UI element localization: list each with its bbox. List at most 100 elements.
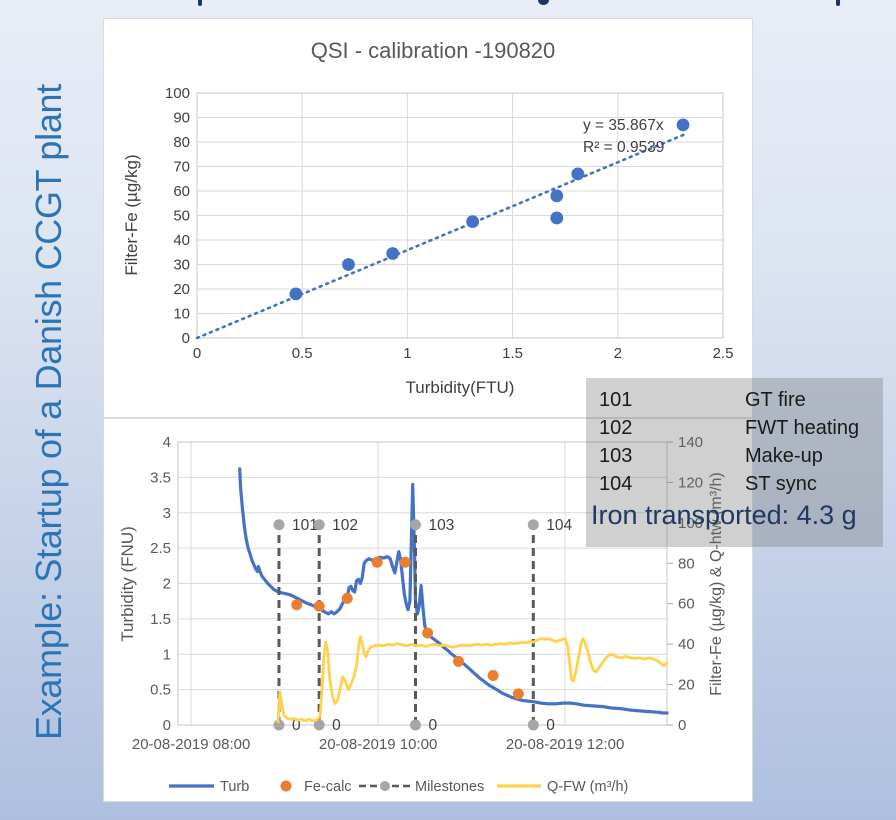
- qfw-line: [276, 635, 669, 724]
- y-tick-label: 90: [173, 110, 190, 127]
- slide-vertical-title: Example: Startup of a Danish CCGT plant: [28, 84, 69, 740]
- legend-milestones-label: Milestones: [415, 779, 484, 795]
- left-tick-label: 2.5: [150, 540, 171, 557]
- left-tick-label: 4: [163, 434, 171, 451]
- x-tick-label: 2: [614, 345, 622, 362]
- y-tick-label: 80: [173, 134, 190, 151]
- fe-calc-point: [512, 688, 524, 700]
- y-tick-label: 70: [173, 159, 190, 176]
- milestone-zero-label: 0: [332, 717, 341, 734]
- fe-calc-point: [452, 655, 464, 667]
- fe-calc-point: [341, 592, 353, 604]
- x-axis-title: Turbidity(FTU): [406, 378, 515, 397]
- x-tick-label: 1.5: [502, 345, 523, 362]
- milestone-label: FWT heating: [745, 417, 860, 439]
- left-tick-label: 1.5: [150, 611, 171, 628]
- milestone-row: 104 ST sync: [586, 470, 883, 498]
- y-axis-title: Filter-Fe (µg/kg): [122, 154, 141, 275]
- y-tick-label: 50: [173, 208, 190, 225]
- y-tick-label: 40: [173, 232, 190, 249]
- fe-calc-point: [399, 556, 411, 568]
- scatter-point: [466, 215, 480, 229]
- startup-timeseries-chart: 00.511.522.533.5402040608010012014020-08…: [118, 434, 725, 795]
- milestone-label: GT fire: [745, 389, 806, 411]
- scatter-point: [386, 247, 400, 260]
- calibration-chart-panel: 0 10 20 30 40 50 60 70 80 90 100 0 0.5 1 1.5 2 2.5 y = 35…: [103, 18, 753, 418]
- left-tick-label: 0: [163, 717, 171, 734]
- milestone-label: 104: [546, 517, 572, 534]
- milestone-dot: [527, 519, 539, 531]
- clipped-heading-fragment: [198, 0, 202, 6]
- fe-calc-point: [371, 556, 383, 568]
- legend-turb-label: Turb: [220, 779, 249, 795]
- fe-calc-point: [313, 600, 325, 612]
- left-tick-label: 2: [163, 576, 171, 593]
- milestone-id: 103: [599, 445, 633, 467]
- scatter-point: [550, 211, 564, 225]
- milestone-dot: [273, 519, 285, 531]
- y-tick-label: 30: [173, 257, 190, 274]
- turb-line: [238, 467, 669, 715]
- scatter-point: [289, 287, 303, 301]
- left-tick-label: 3: [163, 505, 171, 522]
- milestone-zero-label: 0: [292, 717, 301, 734]
- milestone-zero-label: 0: [546, 717, 555, 734]
- clipped-heading-fragment: [538, 0, 549, 5]
- milestone-row: 102 FWT heating: [586, 414, 883, 442]
- right-tick-label: 140: [678, 434, 703, 451]
- fe-calc-point: [291, 599, 303, 611]
- right-tick-label: 120: [678, 474, 703, 491]
- milestone-label: 101: [292, 517, 318, 534]
- milestone-dot: [313, 719, 325, 731]
- y-tick-label: 20: [173, 281, 190, 298]
- milestones-callout: 101 GT fire 102 FWT heating 103 Make-up …: [586, 378, 883, 547]
- x-tick-label: 20-08-2019 12:00: [506, 736, 624, 753]
- legend-milestones-dot: [380, 781, 390, 791]
- y-tick-label: 60: [173, 183, 190, 200]
- legend-fe-swatch: [280, 780, 292, 792]
- x-tick-label: 0: [193, 345, 201, 362]
- milestone-id: 102: [599, 417, 633, 439]
- milestone-label: 103: [428, 517, 454, 534]
- trendline: [195, 131, 689, 340]
- milestone-id: 101: [599, 389, 633, 411]
- left-axis-title: Turbidity (FNU): [118, 526, 137, 642]
- right-tick-label: 100: [678, 515, 703, 532]
- milestone-label: 102: [332, 517, 358, 534]
- right-tick-label: 40: [678, 636, 695, 653]
- milestone-row: 103 Make-up: [586, 442, 883, 470]
- x-tick-label: 2.5: [713, 345, 734, 362]
- iron-transported-text: Iron transported: 4.3 g: [591, 500, 857, 530]
- milestone-dot: [409, 719, 421, 731]
- plot-border: [177, 441, 668, 726]
- scatter-point: [342, 258, 355, 271]
- plot-border: [196, 92, 724, 339]
- scatter-point: [550, 189, 564, 203]
- milestone-id: 104: [599, 473, 633, 495]
- milestone-label: ST sync: [745, 473, 817, 495]
- scatter-point: [676, 118, 690, 132]
- chart-title: QSI - calibration -190820: [311, 38, 556, 63]
- y-tick-label: 100: [165, 85, 190, 102]
- milestone-dot: [313, 519, 325, 531]
- right-axis-title: Filter-Fe (µg/kg) & Q-htw (m³/h): [708, 472, 725, 695]
- x-tick-label: 20-08-2019 08:00: [132, 736, 250, 753]
- legend-fe-label: Fe-calc: [304, 779, 352, 795]
- x-tick-label: 0.5: [292, 345, 313, 362]
- fe-calc-point: [487, 669, 499, 681]
- startup-timeseries-panel: 0 0.5 1 1.5 2 2.5 3 3.5 4 0 20 40 60 80 100 120 140 20-08…: [103, 418, 753, 802]
- left-tick-label: 0.5: [150, 682, 171, 699]
- milestone-dot: [527, 719, 539, 731]
- trendline-r2: R² = 0.9539: [583, 139, 664, 156]
- x-tick-label: 1: [403, 345, 411, 362]
- clipped-heading-fragment: [836, 0, 840, 6]
- milestone-label: Make-up: [745, 445, 823, 467]
- milestone-dot: [273, 719, 285, 731]
- trendline-equation: y = 35.867x: [583, 117, 664, 134]
- calibration-scatter-chart: 0 10 20 30 40 50 60 70 80 90 100 0 0.5 1 1.5 2 2.5 y = 35…: [122, 38, 734, 397]
- right-tick-label: 60: [678, 596, 695, 613]
- fe-calc-point: [422, 627, 434, 639]
- milestone-row: 101 GT fire: [586, 386, 883, 414]
- left-tick-label: 1: [163, 646, 171, 663]
